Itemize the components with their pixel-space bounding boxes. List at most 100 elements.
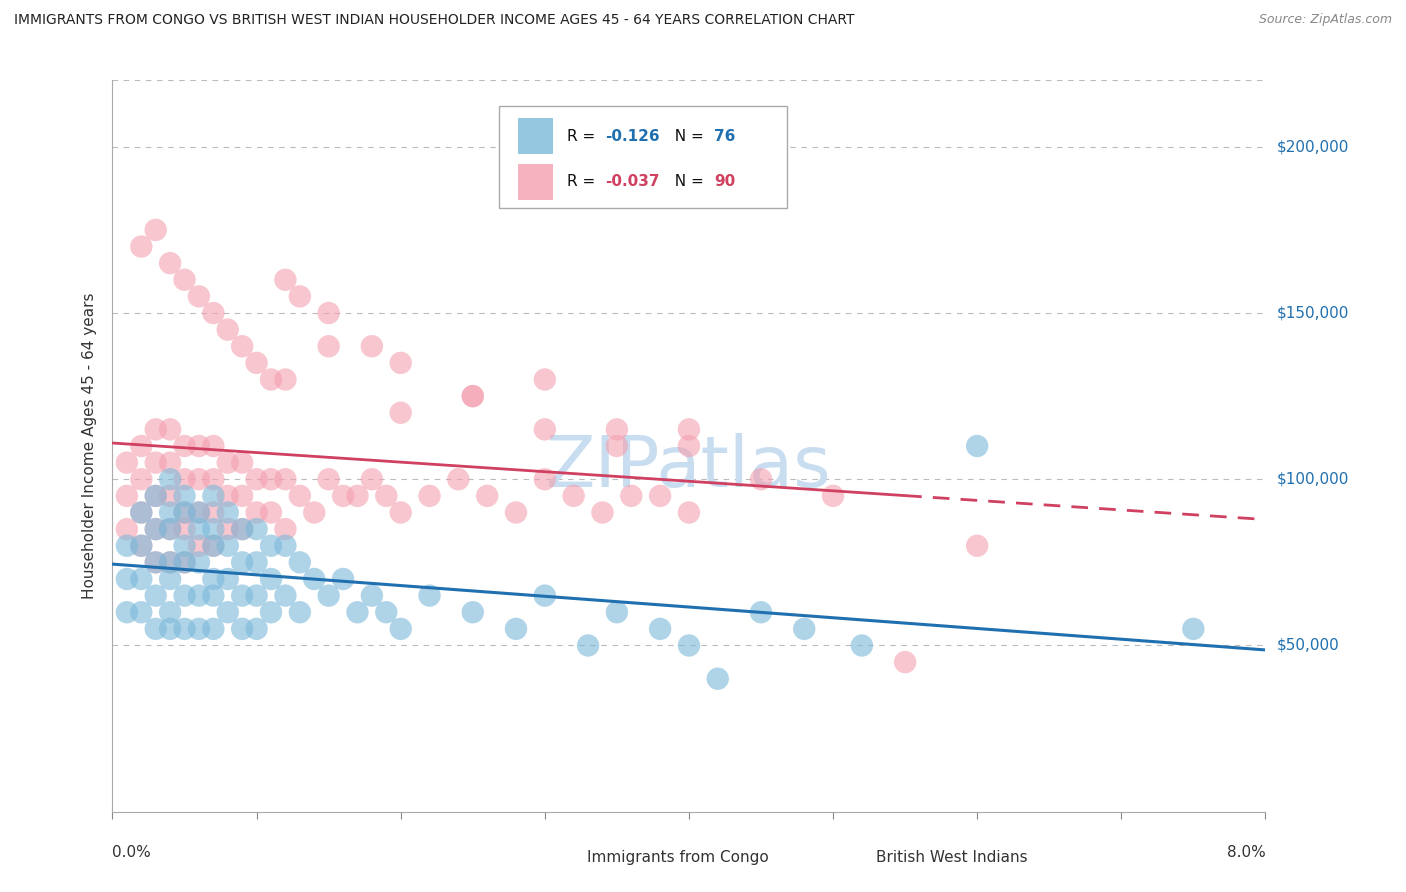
Y-axis label: Householder Income Ages 45 - 64 years: Householder Income Ages 45 - 64 years: [82, 293, 97, 599]
Point: [202, 306, 225, 320]
Point: [145, 489, 167, 503]
Point: [217, 539, 239, 553]
Text: British West Indians: British West Indians: [876, 849, 1028, 864]
Point: [145, 555, 167, 569]
Point: [129, 539, 153, 553]
Point: [231, 622, 253, 636]
Point: [173, 273, 195, 287]
Point: [562, 489, 585, 503]
Point: [318, 472, 340, 486]
Point: [129, 472, 153, 486]
Point: [606, 605, 628, 619]
Point: [332, 572, 354, 586]
Point: [749, 472, 772, 486]
Point: [533, 372, 555, 386]
Point: [620, 489, 643, 503]
FancyBboxPatch shape: [839, 849, 865, 865]
Point: [245, 622, 267, 636]
Point: [159, 472, 181, 486]
Point: [202, 506, 225, 520]
Point: [188, 439, 211, 453]
Point: [145, 522, 167, 536]
Point: [318, 306, 340, 320]
Point: [202, 489, 225, 503]
Point: [217, 323, 239, 337]
Point: [245, 555, 267, 569]
Point: [274, 539, 297, 553]
Point: [115, 605, 138, 619]
Point: [245, 472, 267, 486]
Point: [188, 622, 211, 636]
Point: [288, 555, 311, 569]
Point: [318, 589, 340, 603]
Point: [274, 522, 297, 536]
Point: [793, 622, 815, 636]
Point: [145, 589, 167, 603]
Point: [648, 622, 672, 636]
Text: 90: 90: [714, 174, 735, 189]
FancyBboxPatch shape: [499, 106, 787, 209]
Point: [678, 439, 700, 453]
Point: [260, 605, 283, 619]
Point: [375, 605, 398, 619]
Point: [288, 605, 311, 619]
Point: [360, 472, 382, 486]
Point: [159, 605, 181, 619]
Text: R =: R =: [567, 128, 600, 144]
Point: [606, 439, 628, 453]
Point: [678, 422, 700, 436]
Point: [173, 522, 195, 536]
Point: [202, 522, 225, 536]
Point: [159, 489, 181, 503]
Point: [231, 555, 253, 569]
Point: [217, 605, 239, 619]
Text: N =: N =: [665, 128, 709, 144]
Text: 8.0%: 8.0%: [1226, 845, 1265, 860]
FancyBboxPatch shape: [519, 164, 553, 200]
Point: [389, 622, 412, 636]
Point: [231, 456, 253, 470]
Point: [159, 506, 181, 520]
Text: R =: R =: [567, 174, 600, 189]
Point: [129, 439, 153, 453]
Point: [678, 506, 700, 520]
Point: [375, 489, 398, 503]
Point: [173, 506, 195, 520]
Point: [966, 439, 988, 453]
Point: [217, 572, 239, 586]
Point: [1182, 622, 1205, 636]
Point: [145, 555, 167, 569]
Point: [129, 539, 153, 553]
Point: [533, 472, 555, 486]
Text: Source: ZipAtlas.com: Source: ZipAtlas.com: [1258, 13, 1392, 27]
Point: [533, 589, 555, 603]
Point: [231, 522, 253, 536]
Point: [159, 522, 181, 536]
Point: [749, 605, 772, 619]
Point: [129, 572, 153, 586]
Point: [202, 572, 225, 586]
Point: [129, 506, 153, 520]
Text: $200,000: $200,000: [1277, 139, 1348, 154]
Point: [115, 489, 138, 503]
Point: [288, 489, 311, 503]
Point: [145, 522, 167, 536]
Point: [389, 406, 412, 420]
Point: [159, 522, 181, 536]
Point: [447, 472, 470, 486]
Point: [188, 506, 211, 520]
Point: [188, 539, 211, 553]
Point: [318, 339, 340, 353]
Point: [274, 472, 297, 486]
Point: [202, 539, 225, 553]
Text: N =: N =: [665, 174, 709, 189]
Point: [475, 489, 498, 503]
Point: [173, 539, 195, 553]
Point: [245, 522, 267, 536]
Point: [288, 289, 311, 303]
Point: [966, 539, 988, 553]
Point: [851, 639, 873, 653]
Point: [129, 239, 153, 253]
Point: [173, 622, 195, 636]
Point: [173, 506, 195, 520]
